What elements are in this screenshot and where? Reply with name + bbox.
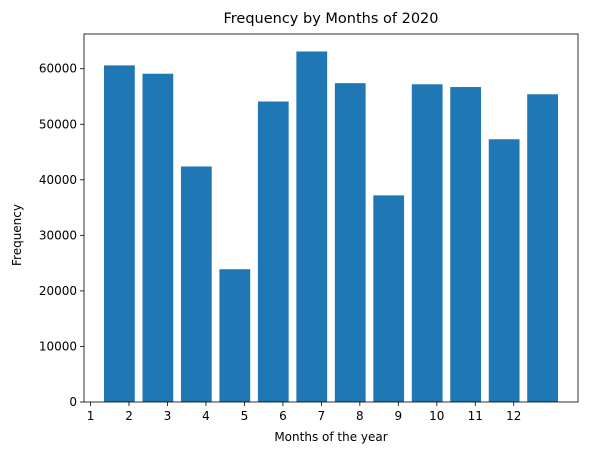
x-tick-label: 12 [506,409,521,423]
x-axis-ticks: 1 2 3 4 5 6 7 8 9 10 11 12 [87,402,521,423]
x-tick-label: 6 [279,409,287,423]
bar-5 [257,101,289,403]
bar-2 [142,73,174,403]
x-tick-label: 4 [202,409,210,423]
bar-1 [104,65,135,402]
x-tick-label: 8 [356,409,364,423]
y-tick-label: 10000 [39,339,77,353]
bar-12 [527,94,558,402]
x-tick-label: 2 [125,409,133,423]
bar-8 [373,195,405,402]
x-tick-label: 9 [395,409,403,423]
x-tick-label: 1 [87,409,95,423]
bars-group [104,51,558,403]
bar-7 [334,83,366,403]
bar-11 [488,139,520,402]
chart-title: Frequency by Months of 2020 [223,11,438,27]
bar-3 [180,166,212,402]
x-axis-label: Months of the year [274,430,387,444]
y-tick-label: 40000 [39,173,77,187]
bar-6 [296,51,328,402]
bar-4 [219,269,251,402]
y-tick-label: 50000 [39,117,77,131]
x-tick-label: 5 [241,409,249,423]
bar-10 [450,87,482,402]
y-axis-label: Frequency [10,204,24,266]
bar-9 [411,84,443,402]
x-tick-label: 7 [318,409,326,423]
x-tick-label: 3 [164,409,172,423]
y-tick-label: 20000 [39,284,77,298]
x-tick-label: 11 [468,409,483,423]
x-tick-label: 10 [429,409,444,423]
y-tick-label: 0 [69,395,77,409]
y-tick-label: 30000 [39,228,77,242]
y-tick-label: 60000 [39,62,77,76]
plot-frame [83,33,579,403]
y-axis-ticks: 0 10000 20000 30000 40000 50000 60000 [39,62,84,409]
